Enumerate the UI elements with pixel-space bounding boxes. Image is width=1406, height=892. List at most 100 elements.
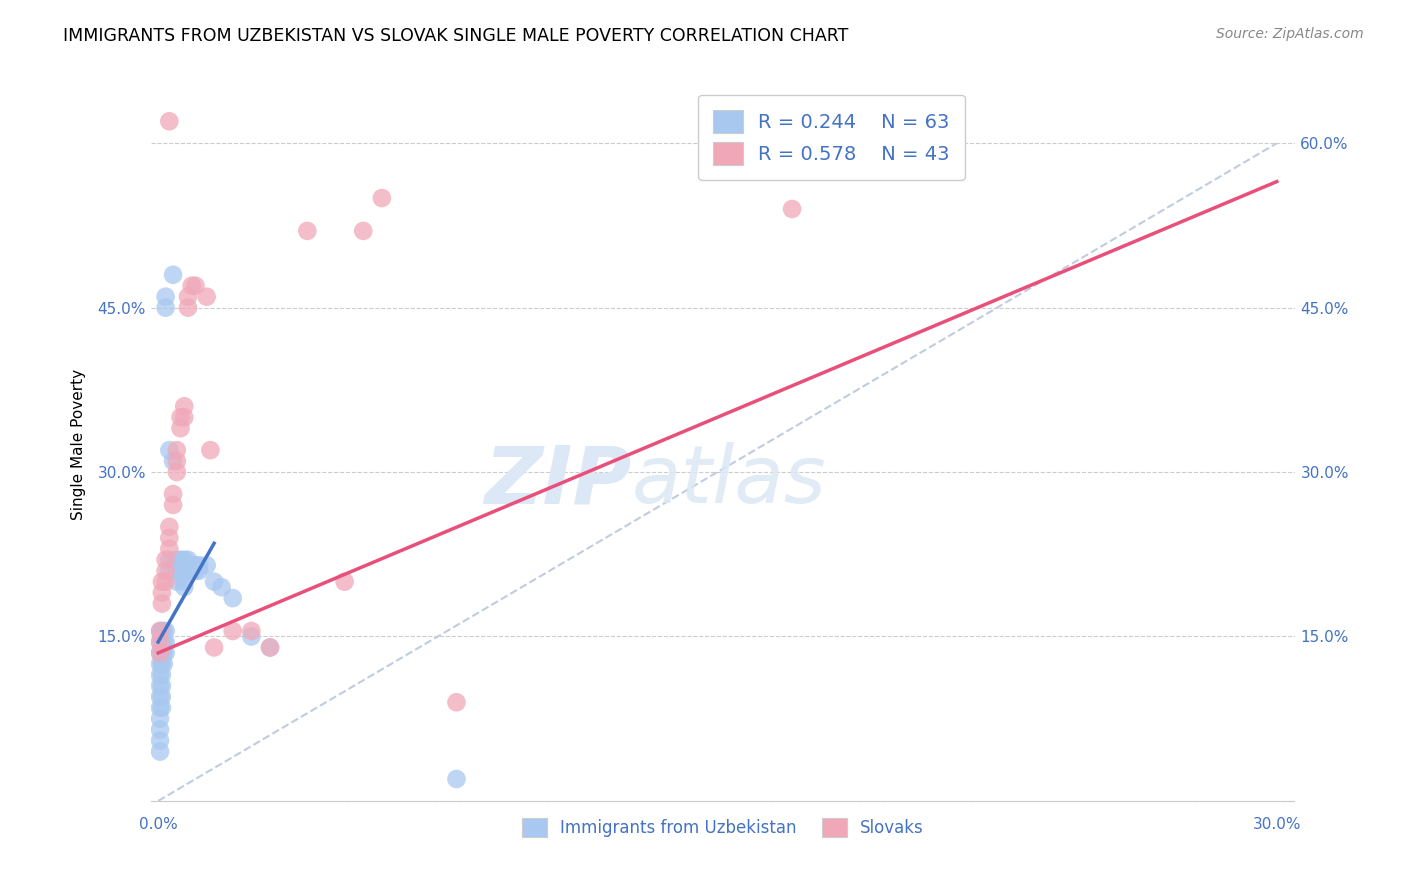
Point xyxy=(195,290,218,304)
Text: IMMIGRANTS FROM UZBEKISTAN VS SLOVAK SINGLE MALE POVERTY CORRELATION CHART: IMMIGRANTS FROM UZBEKISTAN VS SLOVAK SIN… xyxy=(63,27,849,45)
Point xyxy=(446,772,468,786)
Point xyxy=(150,700,173,714)
Point xyxy=(180,564,202,578)
Point xyxy=(177,553,200,567)
Point xyxy=(202,574,225,589)
Legend: Immigrants from Uzbekistan, Slovaks: Immigrants from Uzbekistan, Slovaks xyxy=(516,812,931,844)
Point xyxy=(180,278,202,293)
Point xyxy=(166,574,188,589)
Point xyxy=(149,679,172,693)
Point xyxy=(149,646,172,660)
Point xyxy=(150,646,173,660)
Point xyxy=(157,564,180,578)
Point xyxy=(259,640,281,655)
Point xyxy=(162,268,184,282)
Point xyxy=(166,465,188,479)
Point xyxy=(297,224,319,238)
Point xyxy=(157,114,180,128)
Point xyxy=(162,454,184,468)
Text: atlas: atlas xyxy=(631,442,827,520)
Point xyxy=(149,624,172,638)
Point xyxy=(169,553,191,567)
Point xyxy=(155,624,177,638)
Point xyxy=(152,635,174,649)
Point xyxy=(157,443,180,458)
Point xyxy=(149,712,172,726)
Point xyxy=(173,558,195,573)
Point xyxy=(157,541,180,556)
Point xyxy=(149,745,172,759)
Point xyxy=(149,668,172,682)
Point xyxy=(177,301,200,315)
Point xyxy=(152,624,174,638)
Point xyxy=(200,443,222,458)
Point xyxy=(155,301,177,315)
Point xyxy=(155,564,177,578)
Point xyxy=(446,695,468,709)
Point xyxy=(177,558,200,573)
Point xyxy=(211,580,233,594)
Point xyxy=(149,635,172,649)
Point xyxy=(195,558,218,573)
Point xyxy=(184,564,207,578)
Point xyxy=(155,290,177,304)
Point xyxy=(155,553,177,567)
Point xyxy=(149,690,172,704)
Point xyxy=(173,574,195,589)
Y-axis label: Single Male Poverty: Single Male Poverty xyxy=(72,369,86,520)
Text: ZIP: ZIP xyxy=(484,442,631,520)
Point xyxy=(149,700,172,714)
Point xyxy=(173,410,195,425)
Point xyxy=(166,443,188,458)
Point xyxy=(259,640,281,655)
Point xyxy=(166,564,188,578)
Point xyxy=(157,520,180,534)
Point xyxy=(149,646,172,660)
Point xyxy=(150,624,173,638)
Point xyxy=(150,574,173,589)
Point xyxy=(152,646,174,660)
Point xyxy=(188,558,211,573)
Point xyxy=(157,553,180,567)
Point xyxy=(155,646,177,660)
Point xyxy=(162,487,184,501)
Point xyxy=(173,580,195,594)
Point xyxy=(150,668,173,682)
Point xyxy=(184,278,207,293)
Point xyxy=(169,421,191,435)
Point xyxy=(150,690,173,704)
Point xyxy=(149,733,172,747)
Point xyxy=(152,657,174,671)
Point xyxy=(177,564,200,578)
Point xyxy=(157,531,180,545)
Point xyxy=(155,635,177,649)
Point xyxy=(169,410,191,425)
Point xyxy=(150,657,173,671)
Point xyxy=(150,635,173,649)
Point xyxy=(780,202,803,216)
Point xyxy=(169,564,191,578)
Point xyxy=(149,635,172,649)
Point xyxy=(240,630,263,644)
Point xyxy=(149,657,172,671)
Point xyxy=(173,399,195,413)
Point xyxy=(149,624,172,638)
Point xyxy=(149,723,172,737)
Point xyxy=(188,564,211,578)
Point xyxy=(202,640,225,655)
Point xyxy=(150,585,173,599)
Text: Source: ZipAtlas.com: Source: ZipAtlas.com xyxy=(1216,27,1364,41)
Point xyxy=(333,574,356,589)
Point xyxy=(173,553,195,567)
Point xyxy=(150,597,173,611)
Point xyxy=(184,558,207,573)
Point xyxy=(166,553,188,567)
Point xyxy=(240,624,263,638)
Point xyxy=(162,498,184,512)
Point xyxy=(166,454,188,468)
Point xyxy=(222,624,245,638)
Point xyxy=(352,224,374,238)
Point xyxy=(180,558,202,573)
Point xyxy=(371,191,394,205)
Point xyxy=(222,591,245,606)
